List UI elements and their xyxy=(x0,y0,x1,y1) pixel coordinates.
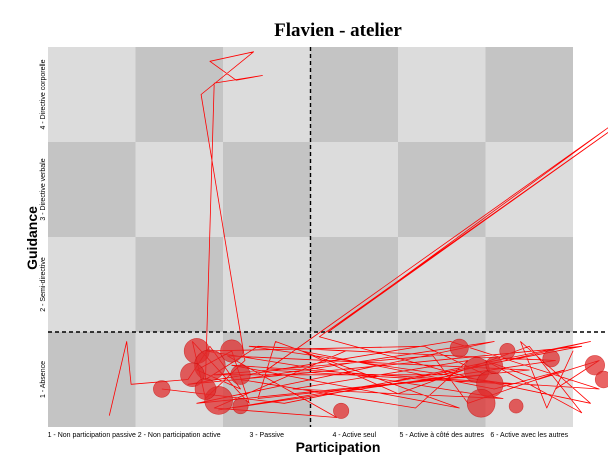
grid-cell xyxy=(48,237,136,332)
series-line xyxy=(108,51,608,418)
x-axis-title: Participation xyxy=(296,439,381,455)
bubble-point xyxy=(485,356,503,374)
grid-cell xyxy=(310,47,398,142)
bubble-point xyxy=(194,378,217,400)
grid-cell xyxy=(48,332,136,427)
grid-cell xyxy=(48,47,136,142)
y-tick-labels: 1 - Absence 2 - Semi-directive 3 - Directi… xyxy=(40,59,47,398)
bubble-point xyxy=(499,342,516,359)
grid-cell xyxy=(48,142,136,237)
x-tick-label: 4 - Active seul xyxy=(332,432,376,439)
bubble-layer xyxy=(153,338,608,419)
bubble-point xyxy=(508,398,524,414)
grid-cell xyxy=(485,47,573,142)
grid-cell xyxy=(398,142,486,237)
y-axis-title: Guidance xyxy=(24,206,40,270)
x-tick-label: 1 - Non participation passive xyxy=(48,432,136,439)
grid-cell xyxy=(135,237,223,332)
bubble-point xyxy=(466,388,496,418)
x-tick-label: 6 - Active avec les autres xyxy=(490,432,568,439)
grid-cell xyxy=(310,237,398,332)
bubble-point xyxy=(584,355,605,376)
grid-cell xyxy=(485,237,573,332)
bubble-point xyxy=(220,339,244,363)
bubble-point xyxy=(594,370,608,389)
grid-cell xyxy=(485,142,573,237)
grid-cell xyxy=(223,142,311,237)
y-tick-label: 2 - Semi-directive xyxy=(40,257,47,312)
checkerboard-grid xyxy=(48,47,573,427)
bubble-point xyxy=(180,362,205,387)
bubble-point xyxy=(449,338,469,358)
grid-cell xyxy=(223,237,311,332)
grid-cell xyxy=(135,47,223,142)
y-tick-label: 3 - Directive verbale xyxy=(40,158,47,220)
bubble-point xyxy=(153,380,171,398)
chart-title: Flavien - atelier xyxy=(274,20,402,41)
x-tick-label: 3 - Passive xyxy=(249,432,284,439)
y-tick-label: 1 - Absence xyxy=(40,361,47,398)
grid-cell xyxy=(135,142,223,237)
trajectory-layer xyxy=(108,51,608,418)
x-tick-label: 2 - Non participation active xyxy=(138,432,221,439)
x-tick-labels: 1 - Non participation passive 2 - Non par… xyxy=(48,432,569,439)
bubble-point xyxy=(230,364,251,385)
x-tick-label: 5 - Active à côté des autres xyxy=(400,432,485,439)
grid-cell xyxy=(398,47,486,142)
bubble-point xyxy=(333,402,350,419)
bubble-point xyxy=(232,398,249,415)
bubble-point xyxy=(542,349,560,368)
grid-cell xyxy=(398,237,486,332)
grid-cell xyxy=(310,142,398,237)
grid-cell xyxy=(223,47,311,142)
y-tick-label: 4 - Directive corporelle xyxy=(40,59,47,129)
